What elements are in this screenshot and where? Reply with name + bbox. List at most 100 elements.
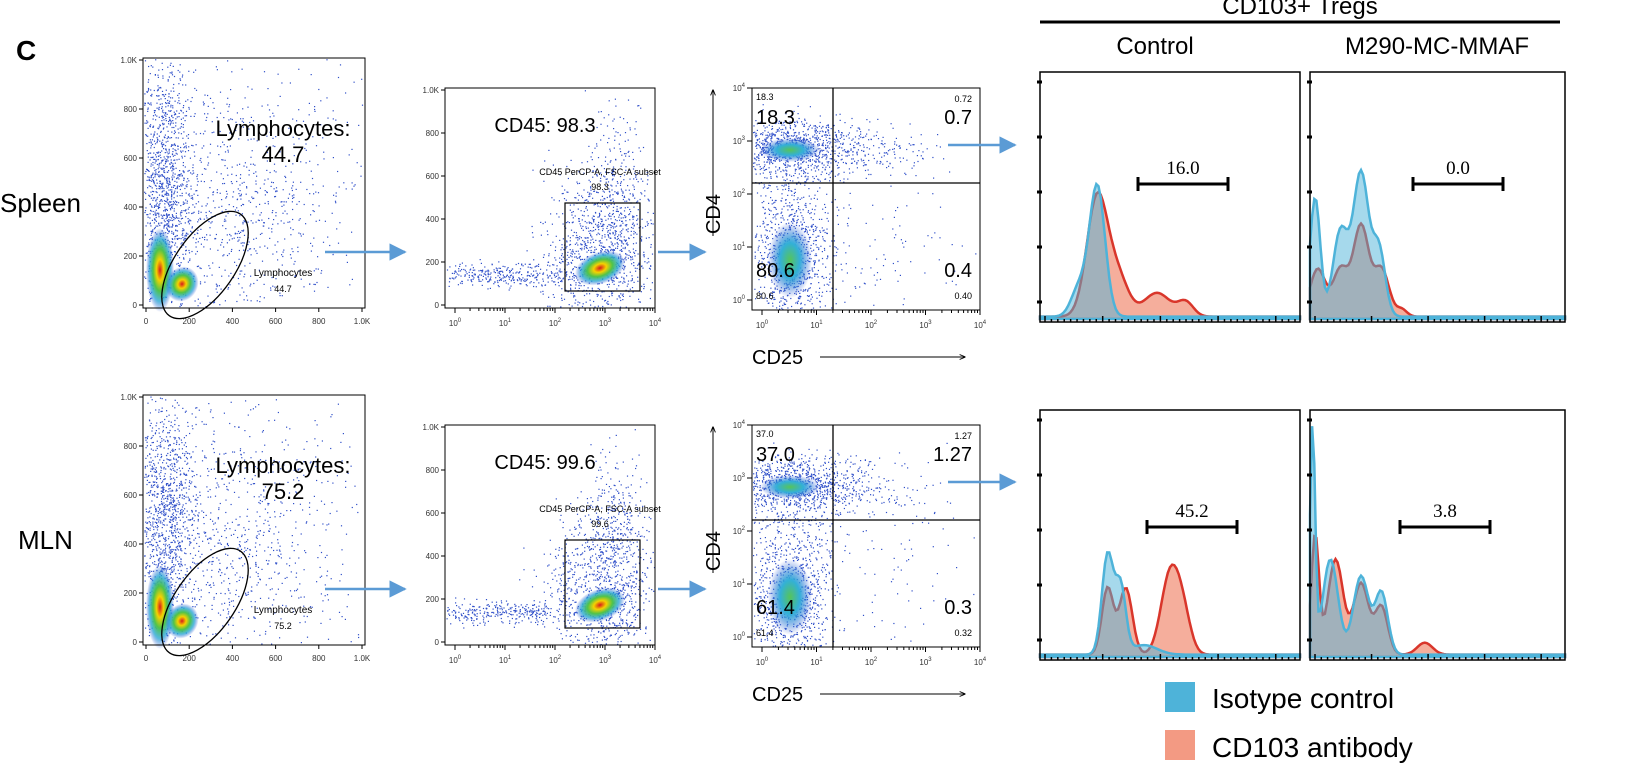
event-dot bbox=[239, 164, 240, 165]
event-dot bbox=[552, 280, 553, 281]
event-dot bbox=[252, 222, 253, 223]
event-dot bbox=[543, 181, 544, 182]
event-dot bbox=[612, 214, 613, 215]
event-dot bbox=[644, 261, 645, 262]
event-dot bbox=[782, 185, 783, 186]
event-dot bbox=[472, 284, 473, 285]
event-dot bbox=[511, 280, 512, 281]
log-tick-label: 102 bbox=[549, 318, 562, 328]
event-dot bbox=[203, 104, 204, 105]
event-dot bbox=[767, 224, 768, 225]
event-dot bbox=[799, 296, 800, 297]
event-dot bbox=[158, 165, 159, 166]
event-dot bbox=[237, 237, 238, 238]
event-dot bbox=[587, 240, 588, 241]
event-dot bbox=[634, 253, 635, 254]
event-dot bbox=[647, 262, 648, 263]
event-dot bbox=[275, 215, 276, 216]
event-dot bbox=[633, 292, 634, 293]
event-dot bbox=[256, 206, 257, 207]
event-dot bbox=[808, 165, 809, 166]
event-dot bbox=[536, 265, 537, 266]
event-dot bbox=[175, 122, 176, 123]
event-dot bbox=[578, 251, 579, 252]
event-dot bbox=[174, 114, 175, 115]
event-dot bbox=[297, 251, 298, 252]
event-dot bbox=[271, 182, 272, 183]
event-dot bbox=[814, 137, 815, 138]
event-dot bbox=[649, 237, 650, 238]
event-dot bbox=[157, 203, 158, 204]
event-dot bbox=[156, 217, 157, 218]
event-dot bbox=[495, 277, 496, 278]
event-dot bbox=[574, 257, 575, 258]
event-dot bbox=[152, 220, 153, 221]
event-dot bbox=[191, 195, 192, 196]
event-dot bbox=[765, 212, 766, 213]
event-dot bbox=[797, 216, 798, 217]
event-dot bbox=[236, 265, 237, 266]
event-dot bbox=[583, 189, 584, 190]
event-dot bbox=[640, 199, 641, 200]
event-dot bbox=[213, 200, 214, 201]
event-dot bbox=[844, 149, 845, 150]
event-dot bbox=[257, 300, 258, 301]
event-dot bbox=[790, 214, 791, 215]
event-dot bbox=[509, 279, 510, 280]
event-dot bbox=[236, 207, 237, 208]
event-dot bbox=[855, 136, 856, 137]
event-dot bbox=[151, 198, 152, 199]
event-dot bbox=[849, 155, 850, 156]
event-dot bbox=[555, 284, 556, 285]
event-dot bbox=[274, 188, 275, 189]
event-dot bbox=[217, 146, 218, 147]
event-dot bbox=[776, 214, 777, 215]
event-dot bbox=[318, 269, 319, 270]
event-dot bbox=[585, 208, 586, 209]
event-dot bbox=[581, 228, 582, 229]
event-dot bbox=[181, 119, 182, 120]
event-dot bbox=[788, 186, 789, 187]
event-dot bbox=[592, 159, 593, 160]
event-dot bbox=[470, 269, 471, 270]
event-dot bbox=[159, 141, 160, 142]
event-dot bbox=[283, 252, 284, 253]
event-dot bbox=[826, 137, 827, 138]
event-dot bbox=[241, 230, 242, 231]
event-dot bbox=[753, 163, 754, 164]
event-dot bbox=[167, 188, 168, 189]
event-dot bbox=[278, 74, 279, 75]
event-dot bbox=[841, 264, 842, 265]
event-dot bbox=[553, 294, 554, 295]
event-dot bbox=[604, 234, 605, 235]
event-dot bbox=[145, 60, 146, 61]
event-dot bbox=[764, 164, 765, 165]
event-dot bbox=[282, 265, 283, 266]
event-dot bbox=[181, 126, 182, 127]
event-dot bbox=[906, 149, 907, 150]
event-dot bbox=[812, 209, 813, 210]
event-dot bbox=[326, 97, 327, 98]
event-dot bbox=[170, 63, 171, 64]
event-dot bbox=[155, 59, 156, 60]
event-dot bbox=[815, 128, 816, 129]
event-dot bbox=[188, 150, 189, 151]
event-dot bbox=[910, 123, 911, 124]
log-tick-label: 104 bbox=[649, 318, 662, 328]
event-dot bbox=[795, 192, 796, 193]
event-dot bbox=[617, 239, 618, 240]
event-dot bbox=[635, 268, 636, 269]
event-dot bbox=[566, 241, 567, 242]
event-dot bbox=[570, 237, 571, 238]
event-dot bbox=[147, 111, 148, 112]
event-dot bbox=[145, 193, 146, 194]
event-dot bbox=[620, 148, 621, 149]
event-dot bbox=[779, 168, 780, 169]
event-dot bbox=[154, 228, 155, 229]
event-dot bbox=[291, 172, 292, 173]
event-dot bbox=[808, 134, 809, 135]
event-dot bbox=[581, 196, 582, 197]
event-dot bbox=[596, 234, 597, 235]
event-dot bbox=[819, 219, 820, 220]
event-dot bbox=[281, 220, 282, 221]
